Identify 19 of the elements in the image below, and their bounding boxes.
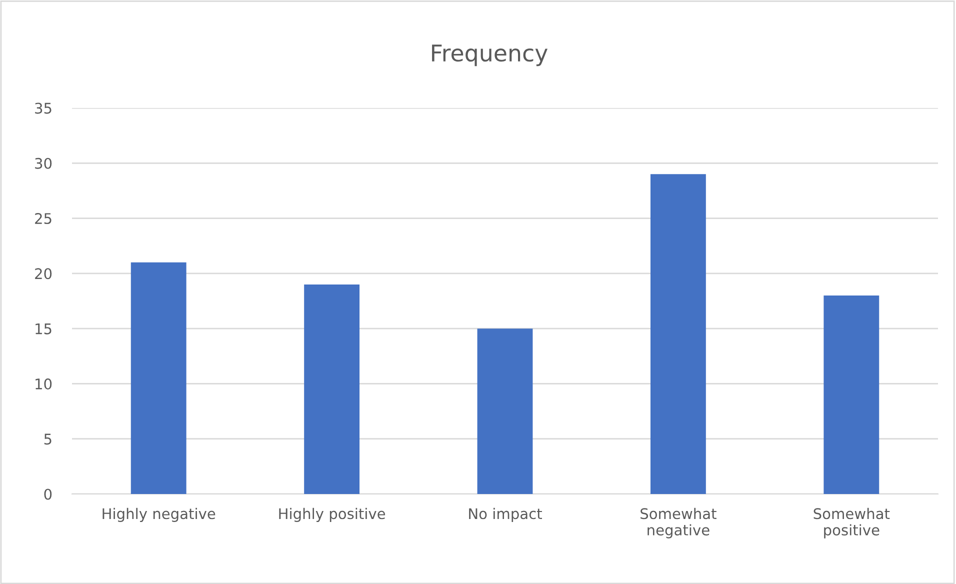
y-tick-label: 5 — [44, 434, 52, 445]
bar — [824, 295, 880, 494]
y-tick-label: 30 — [35, 158, 52, 169]
bar — [304, 284, 360, 494]
y-tick-label: 0 — [44, 488, 52, 500]
y-tick-label: 25 — [35, 213, 52, 224]
y-tick-label: 35 — [35, 102, 52, 114]
x-tick-label: Somewhat positive — [814, 508, 890, 538]
x-tick-label: Highly negative — [102, 508, 216, 522]
bar — [130, 262, 186, 494]
y-tick-label: 20 — [35, 268, 52, 280]
x-tick-label: Highly positive — [279, 508, 386, 522]
x-tick-label: Somewhat negative — [640, 508, 716, 538]
y-tick-label: 10 — [36, 378, 52, 390]
bar — [650, 174, 706, 494]
bar — [477, 328, 533, 494]
chart-title: Frequency — [432, 44, 548, 66]
y-tick-label: 15 — [36, 323, 52, 334]
x-tick-label: No impact — [469, 508, 542, 522]
